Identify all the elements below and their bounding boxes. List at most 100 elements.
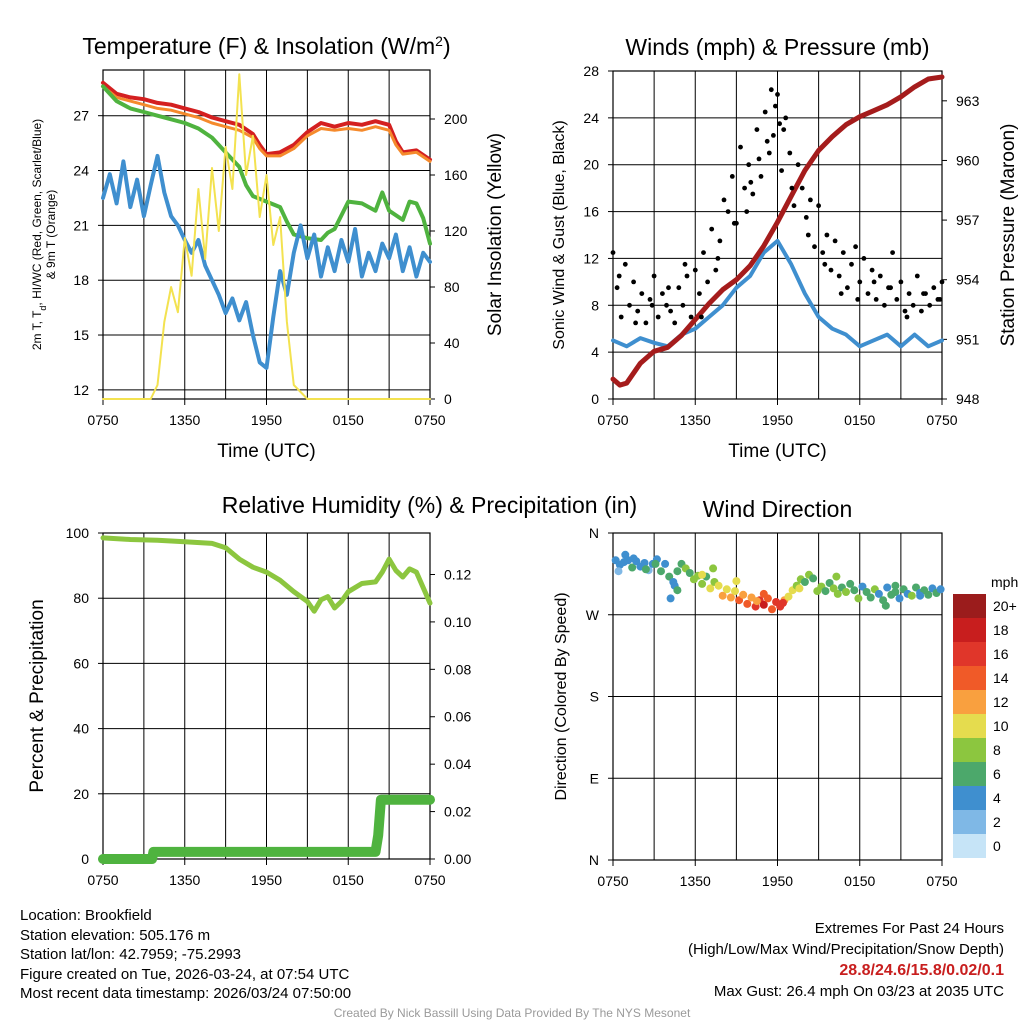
direction-point <box>795 584 804 593</box>
gust-point <box>655 314 661 320</box>
gust-point <box>773 103 778 109</box>
x-tick-label: 1350 <box>680 873 711 889</box>
chart-title: Relative Humidity (%) & Precipitation (i… <box>222 492 637 518</box>
direction-point <box>833 589 842 598</box>
x-tick-label: 0150 <box>844 412 875 428</box>
x-tick-label: 1950 <box>251 872 282 888</box>
y-tick-label: 27 <box>73 108 89 124</box>
y-tick-label: S <box>590 689 599 705</box>
y2-tick-label: 951 <box>956 331 980 347</box>
max-gust: Max Gust: 26.4 mph On 03/23 at 2035 UTC <box>713 983 1004 1000</box>
gust-point <box>787 150 793 156</box>
direction-point <box>743 599 752 608</box>
direction-point <box>657 567 665 576</box>
y2-tick-label: 80 <box>444 279 460 295</box>
x-tick-label: 0750 <box>87 412 118 428</box>
x-tick-label: 0750 <box>926 873 957 889</box>
direction-point <box>850 586 859 595</box>
gust-point <box>890 250 895 256</box>
legend-label: 18 <box>993 622 1009 638</box>
x-tick-label: 1950 <box>251 412 282 428</box>
x-tick-label: 0150 <box>333 872 364 888</box>
gust-point <box>633 320 638 326</box>
direction-point <box>854 594 863 603</box>
gust-point <box>746 162 752 168</box>
y-tick-label: 12 <box>73 382 89 398</box>
legend-label: 14 <box>993 670 1009 686</box>
x-tick-label: 0750 <box>597 412 628 428</box>
gust-point <box>937 297 943 302</box>
y-tick-label: 20 <box>73 786 89 802</box>
gust-point <box>731 220 737 226</box>
gust-point <box>635 308 641 314</box>
gust-point <box>783 115 789 121</box>
series-line-solar-insolation <box>102 73 431 400</box>
extremes-title: Extremes For Past 24 Hours <box>814 920 1004 937</box>
gust-point <box>748 179 754 185</box>
gust-point <box>614 285 620 291</box>
gust-point <box>647 297 653 302</box>
legend-swatch <box>953 810 986 834</box>
chart-title: Winds (mph) & Pressure (mb) <box>625 34 929 60</box>
winds-pressure-panel: 0750 1350 1950 0150 0750 0 4 8 12 16 20 24 28 948 951 9… <box>551 34 1019 462</box>
y-tick-label: 100 <box>66 525 90 541</box>
gust-point <box>816 203 821 209</box>
y-tick-label: 60 <box>73 655 89 671</box>
series-line-relative-humidity <box>100 535 433 614</box>
legend-swatch <box>953 714 986 738</box>
direction-point <box>628 563 637 572</box>
chart-title: Wind Direction <box>703 496 853 522</box>
x-tick-label: 0750 <box>597 873 628 889</box>
direction-point <box>907 591 916 600</box>
wind-direction-panel: 0750 1350 1950 0150 0750 N E S W N Wind Direction D… <box>553 496 1018 889</box>
direction-point <box>916 591 925 600</box>
legend-label: 12 <box>993 694 1009 710</box>
humidity-precipitation-panel: 0750 1350 1950 0150 0750 0 20 40 60 80 100 0.00 0.02… <box>27 492 637 888</box>
y-tick-label: 24 <box>73 163 89 179</box>
gust-point <box>791 203 797 209</box>
gust-point <box>744 209 750 215</box>
gust-point <box>838 291 844 296</box>
gust-point <box>805 232 811 238</box>
gust-point <box>676 285 682 291</box>
gust-point <box>799 185 805 191</box>
gust-point <box>882 302 887 308</box>
gust-point <box>668 308 673 314</box>
gust-point <box>914 273 920 279</box>
y-tick-label: 28 <box>583 63 599 79</box>
x-axis-label: Time (UTC) <box>728 441 827 462</box>
y-tick-label: 15 <box>73 327 89 343</box>
y2-tick-label: 0.00 <box>444 851 471 867</box>
gust-point <box>705 279 710 285</box>
legend-label: 10 <box>993 718 1009 734</box>
legend-swatch <box>953 642 986 666</box>
gust-point <box>855 297 861 302</box>
direction-point <box>874 589 883 598</box>
gust-point <box>836 273 842 279</box>
legend-swatch <box>953 666 986 690</box>
y2-tick-label: 0 <box>444 391 452 407</box>
gust-point <box>754 127 760 132</box>
gust-point <box>832 238 838 244</box>
gust-point <box>616 273 622 279</box>
y2-tick-label: 957 <box>956 212 980 228</box>
direction-point <box>768 605 776 614</box>
direction-point <box>866 593 875 602</box>
x-tick-label: 1350 <box>169 872 200 888</box>
y2-tick-label: 200 <box>444 111 468 127</box>
direction-point <box>706 584 715 593</box>
station-elevation: Station elevation: 505.176 m <box>20 926 211 944</box>
gust-point <box>756 156 762 162</box>
y-axis-label: Percent & Precipitation <box>27 599 48 792</box>
y2-tick-label: 0.06 <box>444 709 471 725</box>
y2-tick-label: 954 <box>956 272 980 288</box>
y2-tick-label: 0.04 <box>444 756 471 772</box>
extremes-values: 28.8/24.6/15.8/0.02/0.1 <box>839 962 1004 979</box>
legend-swatch <box>953 786 986 810</box>
gust-point <box>775 92 780 97</box>
gust-point <box>865 291 871 296</box>
gust-point <box>682 261 688 267</box>
y-axis-label: 2m T, Td, HI/WC (Red, Green, Scarlet/Blu… <box>30 119 48 350</box>
legend-swatch <box>953 618 986 642</box>
direction-point <box>661 559 670 568</box>
